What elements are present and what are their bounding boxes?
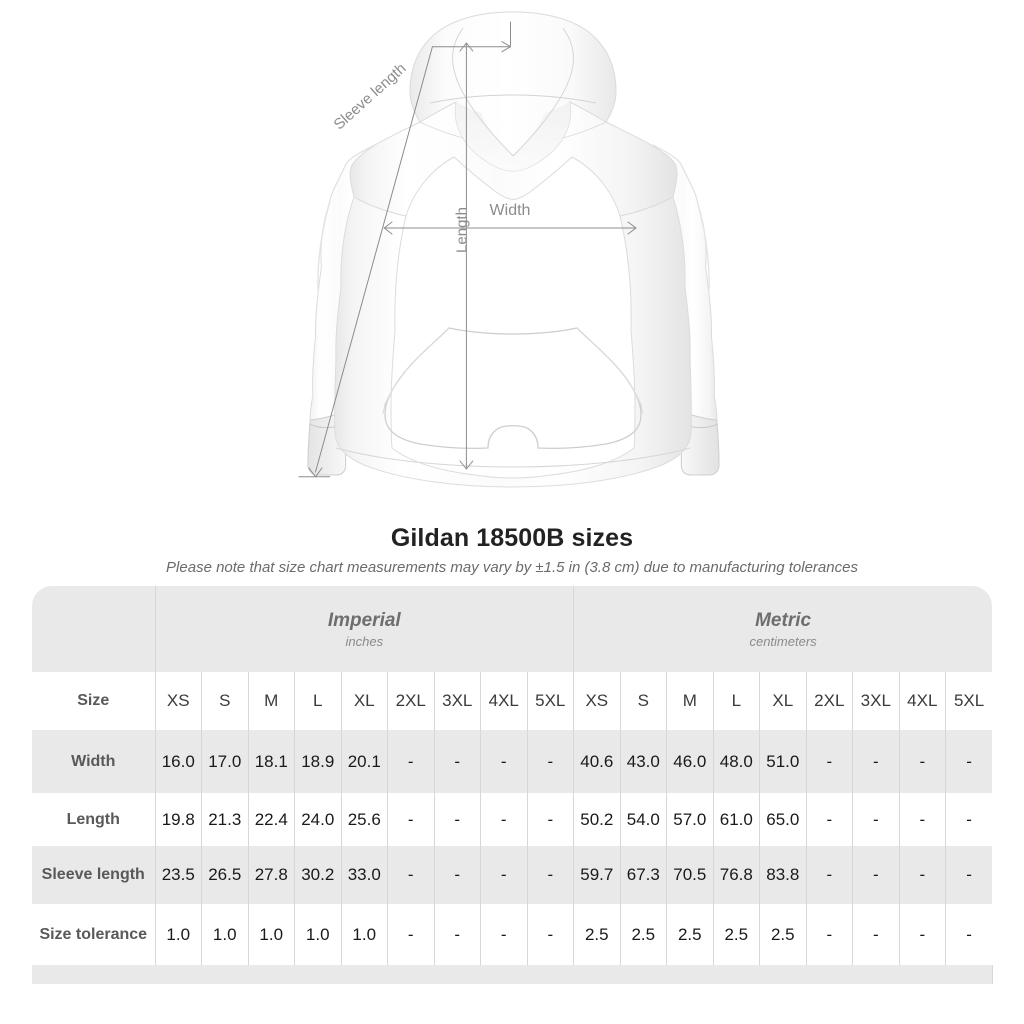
svg-text:Width: Width <box>490 202 531 219</box>
svg-text:Sleeve length: Sleeve length <box>331 60 410 133</box>
svg-text:Length: Length <box>453 207 470 253</box>
